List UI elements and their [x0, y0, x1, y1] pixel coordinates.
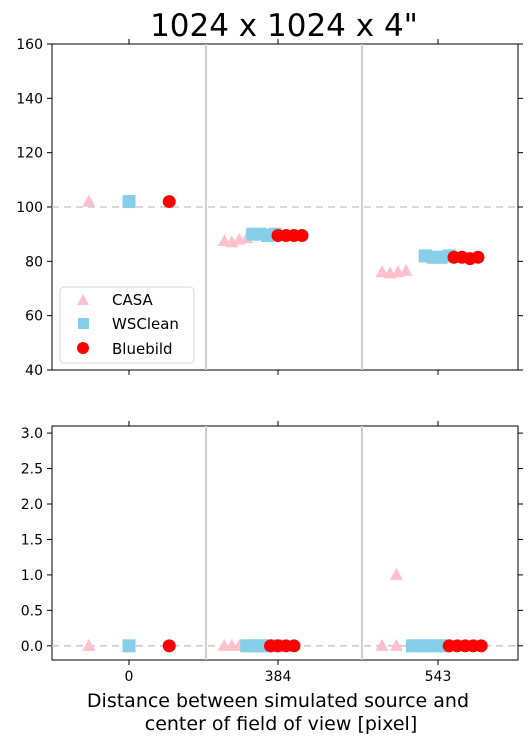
bottom-markers	[82, 567, 488, 653]
bottom-casa-point	[389, 638, 403, 651]
top-casa-point	[375, 265, 389, 278]
top-bluebild-point	[162, 195, 176, 209]
top-ytick-label: 100	[16, 200, 43, 216]
bottom-panel: 0.0 0.5 1.0 1.5 2.0 2.5 3.0 0 384 543	[21, 421, 523, 685]
top-ytick-label: 160	[16, 37, 43, 53]
bottom-wsclean-point	[122, 639, 136, 653]
x-axis-label-line-2: center of field of view [pixel]	[145, 713, 418, 735]
x-tick-label: 384	[265, 669, 292, 685]
top-panel-dividers	[205, 44, 363, 370]
top-wsclean-point	[122, 195, 136, 209]
bottom-ytick-label: 0.5	[21, 603, 43, 619]
bottom-x-ticks: 0 384 543	[125, 421, 452, 685]
x-axis-label: Distance between simulated source and ce…	[87, 690, 475, 735]
bottom-casa-point	[389, 567, 403, 580]
bottom-y-ticks: 0.0 0.5 1.0 1.5 2.0 2.5 3.0	[21, 426, 523, 655]
x-axis-label-line-1: Distance between simulated source and	[87, 690, 469, 712]
bottom-ytick-label: 1.5	[21, 532, 43, 548]
bottom-bluebild-point	[287, 639, 301, 653]
top-bluebild-point	[471, 250, 485, 264]
top-ytick-label: 80	[25, 254, 43, 270]
bottom-bluebild-point	[162, 639, 176, 653]
bottom-panel-frame	[51, 425, 519, 661]
top-ytick-label: 120	[16, 146, 43, 162]
top-casa-point	[399, 263, 413, 276]
legend: CASA WSClean Bluebild	[59, 286, 195, 364]
bottom-panel-dividers	[205, 426, 363, 660]
top-ytick-label: 40	[25, 363, 43, 379]
x-tick-label: 0	[125, 669, 134, 685]
chart-title: 1024 x 1024 x 4"	[150, 8, 418, 44]
legend-wsclean-marker	[78, 318, 89, 329]
top-ytick-label: 140	[16, 91, 43, 107]
top-markers	[82, 194, 485, 279]
top-casa-point	[82, 194, 96, 207]
bottom-ytick-label: 2.0	[21, 497, 43, 513]
bottom-ytick-label: 1.0	[21, 568, 43, 584]
x-tick-label: 543	[425, 669, 452, 685]
legend-bluebild-marker	[77, 342, 89, 354]
top-bluebild-point	[295, 229, 309, 243]
bottom-bluebild-point	[474, 639, 488, 653]
bottom-ytick-label: 3.0	[21, 426, 43, 442]
legend-casa-label: CASA	[112, 291, 154, 309]
legend-box	[59, 286, 195, 364]
bottom-ytick-label: 0.0	[21, 639, 43, 655]
top-ytick-label: 60	[25, 309, 43, 325]
bottom-casa-point	[82, 638, 96, 651]
legend-casa-marker	[77, 294, 89, 305]
top-casa-point	[217, 233, 231, 246]
bottom-ytick-label: 2.5	[21, 462, 43, 478]
top-x-ticks	[128, 39, 439, 375]
bottom-casa-point	[375, 638, 389, 651]
legend-wsclean-label: WSClean	[112, 315, 179, 333]
legend-bluebild-label: Bluebild	[112, 340, 173, 358]
top-y-ticks: 40 60 80 100 120 140 160	[16, 37, 523, 379]
